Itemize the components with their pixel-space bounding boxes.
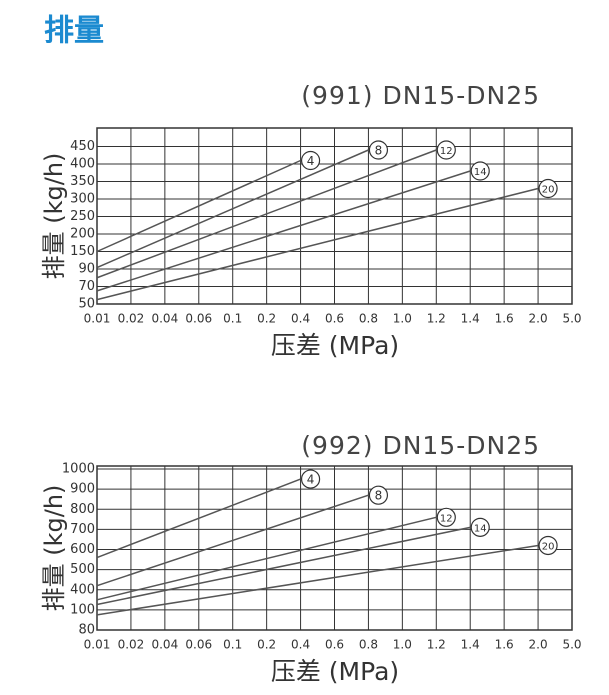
series-line bbox=[96, 526, 471, 606]
y-tick-label: 400 bbox=[70, 582, 95, 597]
series-label: 12 bbox=[440, 146, 453, 157]
series-label-circle bbox=[436, 507, 456, 527]
series-label-circle bbox=[538, 178, 558, 199]
series-label-circle bbox=[470, 161, 490, 181]
x-tick-label: 2.0 bbox=[529, 312, 548, 326]
series-label-circle bbox=[300, 150, 321, 171]
x-tick-label: 0.4 bbox=[291, 638, 310, 652]
x-axis-label: 压差 (MPa) bbox=[271, 331, 399, 360]
x-tick-label: 0.4 bbox=[291, 312, 310, 326]
series-label-circle bbox=[368, 140, 389, 160]
x-tick-label: 1.0 bbox=[393, 638, 412, 652]
series-line bbox=[96, 516, 437, 601]
y-tick-label: 300 bbox=[70, 192, 95, 207]
x-tick-label: 0.1 bbox=[223, 312, 242, 326]
y-tick-label: 100 bbox=[70, 602, 95, 617]
y-tick-label: 90 bbox=[78, 262, 95, 277]
y-tick-label: 70 bbox=[78, 279, 95, 294]
x-tick-label: 5.0 bbox=[562, 638, 581, 652]
x-tick-label: 0.06 bbox=[185, 312, 212, 326]
series-label: 12 bbox=[440, 513, 453, 524]
y-tick-label: 450 bbox=[70, 139, 95, 154]
series-label: 20 bbox=[542, 541, 555, 552]
y-tick-label: 1000 bbox=[62, 462, 95, 477]
series-label: 14 bbox=[474, 523, 487, 534]
y-tick-label: 200 bbox=[70, 227, 95, 242]
series-line bbox=[96, 544, 539, 616]
series-label: 14 bbox=[474, 167, 487, 178]
x-tick-label: 0.2 bbox=[257, 312, 276, 326]
series-line bbox=[96, 170, 471, 292]
x-tick-label: 0.6 bbox=[325, 638, 344, 652]
x-tick-label: 1.2 bbox=[427, 312, 446, 326]
page-title: 排量 bbox=[44, 14, 104, 49]
series-line bbox=[96, 478, 301, 559]
y-tick-label: 80 bbox=[78, 623, 95, 638]
y-tick-label: 250 bbox=[70, 209, 95, 224]
series-line bbox=[96, 149, 369, 269]
series-label: 8 bbox=[375, 489, 383, 503]
x-tick-label: 1.4 bbox=[461, 312, 480, 326]
x-tick-label: 0.8 bbox=[359, 312, 378, 326]
series-label-circle bbox=[538, 535, 558, 556]
x-tick-label: 0.1 bbox=[223, 638, 242, 652]
x-tick-label: 5.0 bbox=[562, 312, 581, 326]
chart-title: (992) DN15-DN25 bbox=[301, 431, 540, 460]
y-tick-label: 350 bbox=[70, 174, 95, 189]
x-tick-label: 1.6 bbox=[495, 638, 514, 652]
x-tick-label: 0.04 bbox=[151, 638, 178, 652]
x-tick-label: 0.8 bbox=[359, 638, 378, 652]
y-tick-label: 800 bbox=[70, 502, 95, 517]
x-tick-label: 1.6 bbox=[495, 312, 514, 326]
y-axis-label: 排量 (kg/h) bbox=[40, 485, 68, 612]
series-label-circle bbox=[368, 485, 389, 505]
y-tick-label: 50 bbox=[78, 297, 95, 312]
x-tick-label: 0.06 bbox=[185, 638, 212, 652]
series-label-circle bbox=[470, 517, 490, 537]
y-tick-label: 700 bbox=[70, 522, 95, 537]
series-line bbox=[96, 159, 301, 253]
x-tick-label: 1.0 bbox=[393, 312, 412, 326]
x-tick-label: 0.02 bbox=[118, 638, 145, 652]
x-tick-label: 0.6 bbox=[325, 312, 344, 326]
x-axis-label: 压差 (MPa) bbox=[271, 657, 399, 686]
series-label: 4 bbox=[307, 473, 315, 487]
x-tick-label: 0.01 bbox=[84, 312, 111, 326]
y-tick-label: 600 bbox=[70, 542, 95, 557]
series-label: 8 bbox=[375, 144, 383, 158]
series-label-circle bbox=[436, 140, 456, 160]
x-tick-label: 0.04 bbox=[151, 312, 178, 326]
x-tick-label: 0.2 bbox=[257, 638, 276, 652]
x-tick-label: 2.0 bbox=[529, 638, 548, 652]
x-tick-label: 1.2 bbox=[427, 638, 446, 652]
y-tick-label: 400 bbox=[70, 157, 95, 172]
series-label: 20 bbox=[542, 185, 555, 196]
series-label-circle bbox=[300, 469, 321, 489]
x-tick-label: 0.02 bbox=[118, 312, 145, 326]
chart-title: (991) DN15-DN25 bbox=[301, 81, 540, 110]
y-tick-label: 150 bbox=[70, 244, 95, 259]
x-tick-label: 1.4 bbox=[461, 638, 480, 652]
series-line bbox=[96, 494, 369, 587]
series-line bbox=[96, 149, 437, 279]
series-line bbox=[96, 187, 539, 301]
y-tick-label: 900 bbox=[70, 482, 95, 497]
y-axis-label: 排量 (kg/h) bbox=[40, 153, 68, 280]
series-label: 4 bbox=[307, 154, 315, 168]
y-tick-label: 500 bbox=[70, 562, 95, 577]
x-tick-label: 0.01 bbox=[84, 638, 111, 652]
